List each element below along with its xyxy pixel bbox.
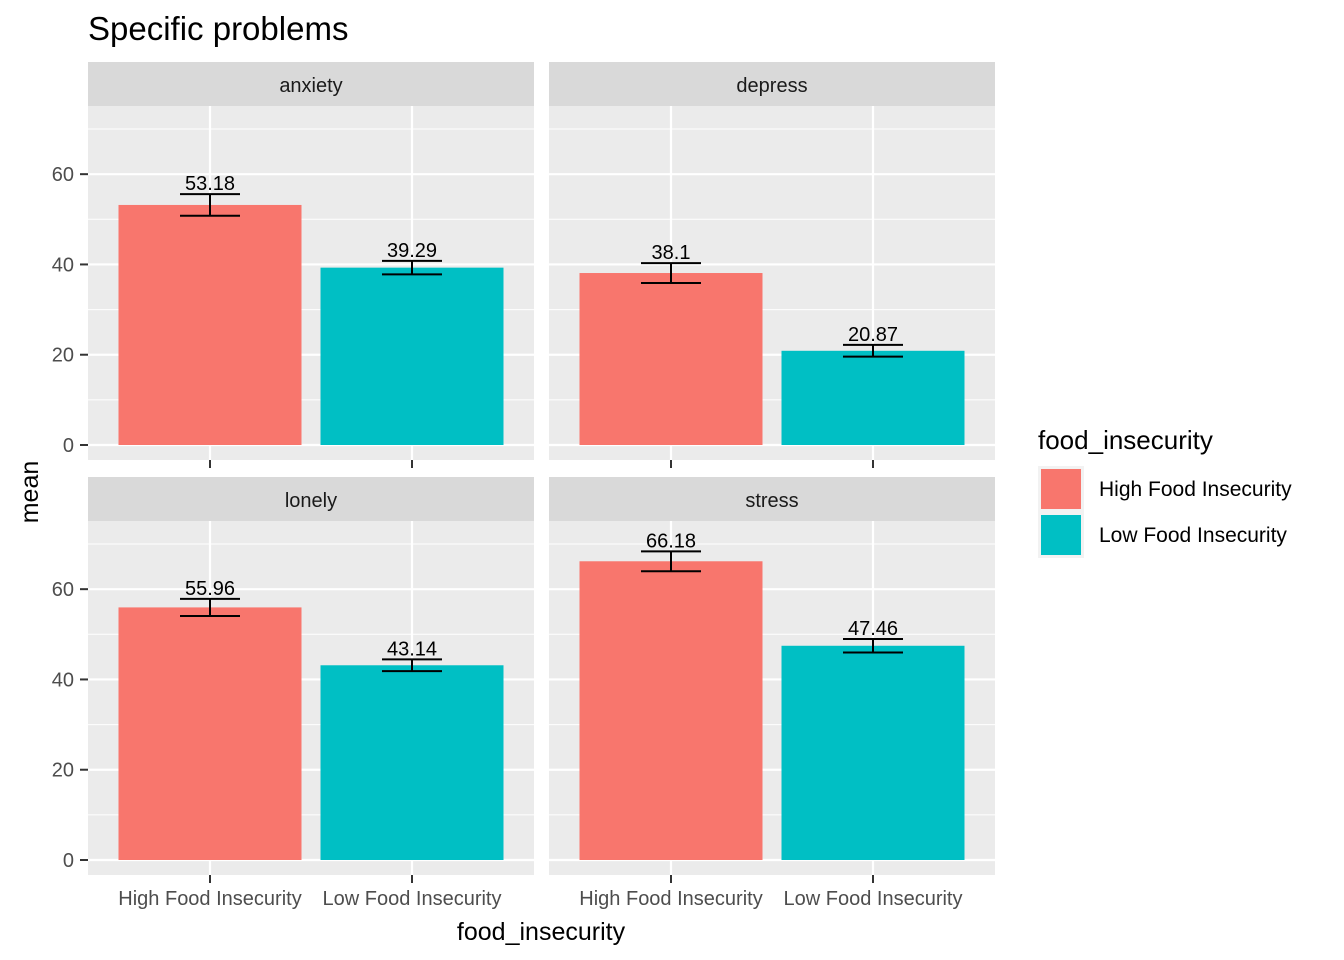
error-bar bbox=[382, 259, 442, 276]
facet-panels: anxiety53.1839.29anxiety0204060depress38… bbox=[52, 62, 995, 910]
bar-anxiety-high bbox=[118, 204, 302, 445]
facet-strip-label: lonely bbox=[285, 490, 337, 512]
error-bar bbox=[382, 658, 442, 673]
data-label: 20.87 bbox=[848, 324, 898, 346]
bar-stress-high bbox=[579, 561, 763, 860]
legend-label: Low Food Insecurity bbox=[1099, 524, 1287, 547]
x-tick-label: High Food Insecurity bbox=[118, 888, 301, 910]
y-tick-label: 40 bbox=[52, 254, 74, 276]
facet-strip-cover bbox=[549, 477, 995, 521]
data-label: 66.18 bbox=[646, 530, 696, 552]
x-tick-label: Low Food Insecurity bbox=[323, 888, 502, 910]
x-tick-label: Low Food Insecurity bbox=[784, 888, 963, 910]
error-bar bbox=[843, 343, 903, 358]
chart-title: Specific problems bbox=[88, 10, 348, 47]
legend-title: food_insecurity bbox=[1038, 425, 1213, 455]
y-tick-label: 60 bbox=[52, 164, 74, 186]
y-tick-label: 0 bbox=[63, 850, 74, 872]
data-label: 39.29 bbox=[387, 240, 437, 262]
error-bar bbox=[180, 597, 240, 617]
error-bar bbox=[641, 550, 701, 573]
y-axis-title: mean bbox=[16, 461, 44, 524]
error-bar bbox=[180, 193, 240, 217]
y-tick-label: 0 bbox=[63, 435, 74, 457]
y-tick-label: 20 bbox=[52, 345, 74, 367]
data-label: 53.18 bbox=[185, 173, 235, 195]
bar-stress-low bbox=[781, 645, 965, 860]
x-tick-label: High Food Insecurity bbox=[579, 888, 762, 910]
data-label: 38.1 bbox=[652, 242, 691, 264]
data-label: 43.14 bbox=[387, 638, 437, 660]
legend-label: High Food Insecurity bbox=[1099, 478, 1292, 501]
legend: food_insecurity High Food Insecurity Low F… bbox=[1038, 425, 1292, 558]
x-axis-title: food_insecurity bbox=[457, 918, 626, 946]
facet-strip-cover bbox=[88, 477, 534, 521]
data-label: 55.96 bbox=[185, 578, 235, 600]
y-tick-label: 20 bbox=[52, 760, 74, 782]
bar-lonely-low bbox=[320, 665, 504, 860]
error-bar bbox=[641, 262, 701, 284]
y-tick-label: 60 bbox=[52, 579, 74, 601]
bar-depress-low bbox=[781, 350, 965, 445]
data-label: 47.46 bbox=[848, 618, 898, 640]
bar-depress-high bbox=[579, 273, 763, 445]
facet-strip-label: stress bbox=[745, 490, 798, 512]
facet-strip-cover bbox=[88, 62, 534, 106]
facet-strip-cover bbox=[549, 62, 995, 106]
bar-lonely-high bbox=[118, 607, 302, 860]
error-bar bbox=[843, 638, 903, 654]
legend-swatch bbox=[1041, 515, 1081, 555]
facet-strip-label: depress bbox=[736, 75, 807, 97]
y-tick-label: 40 bbox=[52, 669, 74, 691]
legend-swatch bbox=[1041, 469, 1081, 509]
bar-anxiety-low bbox=[320, 267, 504, 445]
facet-strip-label: anxiety bbox=[279, 75, 342, 97]
